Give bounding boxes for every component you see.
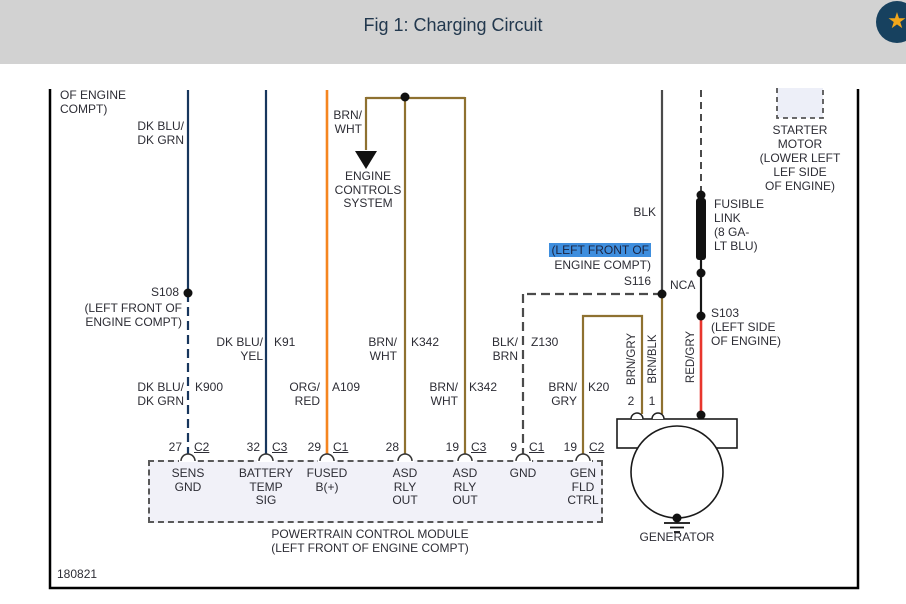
wire-k20-brn-gry: [581, 314, 644, 454]
pcm-conn-c1b: C1: [529, 440, 545, 454]
splice-id-s116: S116: [623, 274, 651, 288]
generator-label: GENERATOR: [639, 530, 715, 544]
diagram-frame: [48, 89, 860, 590]
wire-label-dkblu-dkgrn-top: DK BLU/ DK GRN: [137, 119, 184, 147]
fusible-link-label: FUSIBLE LINK (8 GA- LT BLU): [714, 197, 765, 253]
wire-label-brn-gry: BRN/ GRY: [548, 380, 577, 408]
pcm-box: [148, 460, 603, 523]
circuit-id-z130: Z130: [531, 335, 559, 349]
splice-location-s116-line2: ENGINE COMPT): [554, 258, 651, 272]
pcm-connector-bumps: [179, 453, 592, 462]
wire-label-brn-wht-branch: BRN/ WHT: [333, 108, 362, 136]
wire-label-nca: NCA: [670, 278, 696, 292]
splice-id-s108: S108: [150, 285, 179, 299]
pcm-pin-29: 29: [307, 440, 321, 454]
fusible-top-dot: [696, 190, 706, 200]
pcm-fn-asd-rly-out-1: ASD RLY OUT: [392, 466, 418, 507]
starter-motor-box-fill: [777, 88, 823, 118]
splice-dot-s116: [657, 289, 667, 299]
junction-dot-brn-wht: [400, 92, 410, 102]
wire-label-org-red: ORG/ RED: [289, 380, 320, 408]
pcm-conn-c3b: C3: [471, 440, 487, 454]
circuit-id-k91: K91: [274, 335, 296, 349]
circuit-id-a109: A109: [332, 380, 361, 394]
wire-label-brn-gry-vertical: BRN/GRY: [626, 332, 638, 386]
pcm-fn-sens-gnd: SENS GND: [171, 466, 205, 494]
pcm-conn-c2b: C2: [589, 440, 605, 454]
pcm-pin-19b: 19: [563, 440, 577, 454]
generator-b-plus-dot: [696, 410, 706, 420]
generator-pin2-bump: [630, 412, 644, 420]
wire-label-brn-wht-2: BRN/ WHT: [429, 380, 458, 408]
pcm-fn-gen-fld-ctrl: GEN FLD CTRL: [567, 466, 599, 507]
circuit-id-k900: K900: [195, 380, 224, 394]
engine-controls-system-label: ENGINE CONTROLS SYSTEM: [334, 169, 402, 210]
pcm-pin-32: 32: [246, 440, 260, 454]
splice-location-s116-line1: (LEFT FRONT OF: [531, 243, 651, 258]
wire-z130-dashed: [521, 292, 662, 455]
generator-body: [630, 425, 724, 519]
pcm-pin-28: 28: [385, 440, 399, 454]
splice-s103-block: S103 (LEFT SIDE OF ENGINE): [711, 306, 782, 348]
figure-header: Fig 1: Charging Circuit: [0, 0, 906, 64]
wire-label-dkblu-dkgrn: DK BLU/ DK GRN: [137, 380, 184, 408]
star-icon: ★: [887, 8, 906, 33]
splice-id-s103: S103: [711, 306, 740, 320]
fusible-link-symbol: [696, 198, 706, 260]
splice-location-s108: (LEFT FRONT OF ENGINE COMPT): [84, 301, 182, 329]
top-left-note: OF ENGINE COMPT): [60, 88, 127, 116]
pcm-conn-c2: C2: [194, 440, 210, 454]
ground-symbol: [664, 522, 690, 533]
generator-pin-1: 1: [648, 394, 656, 408]
pcm-pin-9: 9: [510, 440, 517, 454]
wire-label-dkblu-yel: DK BLU/ YEL: [216, 335, 263, 363]
wire-label-brn-wht-1: BRN/ WHT: [368, 335, 397, 363]
search-highlight: (LEFT FRONT OF: [549, 243, 651, 257]
pcm-fn-asd-rly-out-2: ASD RLY OUT: [452, 466, 478, 507]
circuit-id-k20: K20: [588, 380, 610, 394]
splice-dot-s108: [183, 288, 193, 298]
pcm-conn-c3: C3: [272, 440, 288, 454]
starter-motor-box-border: [776, 88, 824, 119]
engine-controls-arrow: [355, 151, 377, 169]
circuit-id-k342-2: K342: [469, 380, 498, 394]
wire-label-brn-blk-vertical: BRN/BLK: [647, 334, 659, 384]
pcm-fn-fused-b: FUSED B(+): [306, 466, 348, 494]
pcm-fn-battery-temp-sig: BATTERY TEMP SIG: [238, 466, 294, 507]
wire-label-red-gry-vertical: RED/GRY: [685, 330, 697, 384]
pcm-pin-19a: 19: [445, 440, 459, 454]
circuit-id-k342-1: K342: [411, 335, 440, 349]
pcm-fn-gnd: GND: [509, 466, 537, 480]
generator-pin1-bump: [651, 412, 665, 420]
generator-ground-dot: [672, 513, 682, 523]
brown-wires: [364, 96, 664, 455]
splice-dot-s103: [696, 311, 706, 321]
pcm-conn-c1: C1: [333, 440, 349, 454]
wire-label-blk-brn: BLK/ BRN: [491, 335, 518, 363]
figure-title: Fig 1: Charging Circuit: [363, 15, 543, 35]
pcm-pin-27: 27: [168, 440, 182, 454]
starter-motor-label: STARTER MOTOR (LOWER LEFT LEF SIDE OF EN…: [759, 123, 841, 193]
favorite-button[interactable]: ★: [876, 1, 906, 43]
generator-pin-2: 2: [627, 394, 635, 408]
pcm-caption: POWERTRAIN CONTROL MODULE (LEFT FRONT OF…: [271, 527, 469, 555]
figure-ref-number: 180821: [57, 567, 98, 581]
junction-dots: [183, 92, 706, 523]
fusible-bottom-dot: [696, 268, 706, 278]
wire-label-blk: BLK: [633, 205, 656, 219]
